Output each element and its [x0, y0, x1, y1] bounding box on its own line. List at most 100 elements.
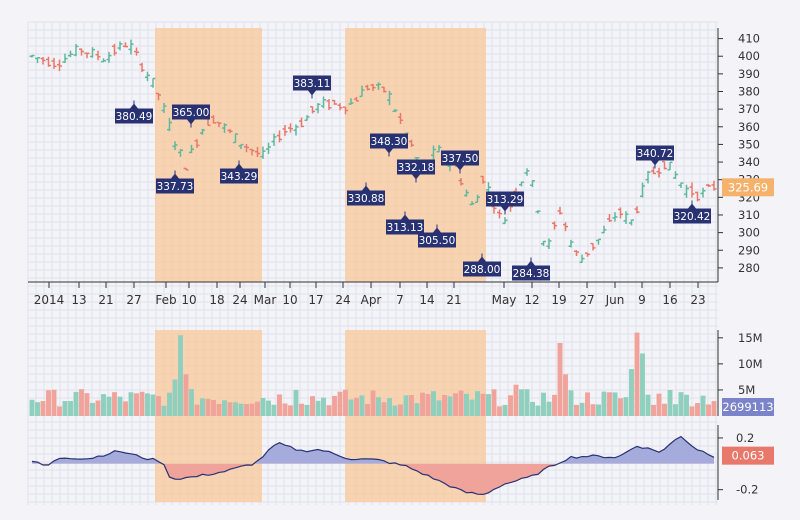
- annotation-box: [486, 191, 524, 207]
- volume-bar: [233, 402, 238, 416]
- volume-bar: [343, 389, 348, 416]
- volume-bar: [260, 397, 266, 416]
- volume-bar: [568, 390, 574, 416]
- annotation-label: 340.72: [637, 148, 674, 160]
- volume-bar: [678, 392, 684, 416]
- volume-bar: [123, 401, 128, 416]
- x-tick-label: 19: [551, 293, 566, 307]
- volume-bar: [662, 403, 667, 416]
- y-tick-label: 290: [738, 243, 760, 257]
- y-tick-label: 350: [738, 137, 760, 151]
- volume-bar: [222, 400, 227, 416]
- annotation-pointer: [527, 260, 535, 266]
- annotation-label: 320.42: [674, 211, 711, 223]
- axes: 2802903003103203303403503603703803904004…: [28, 28, 763, 500]
- volume-bar: [442, 394, 447, 416]
- x-tick-label: 21: [98, 293, 113, 307]
- volume-bar: [117, 396, 123, 416]
- volume-bar: [46, 390, 51, 416]
- volume-bar: [607, 392, 612, 416]
- volume-bar: [178, 335, 183, 416]
- indicator-line: [31, 435, 715, 496]
- x-tick-label: Mar: [254, 293, 277, 307]
- shaded-region: [155, 28, 262, 282]
- volume-bar: [304, 404, 310, 416]
- indicator-tick-label: 0.2: [736, 431, 754, 445]
- annotation-box: [386, 219, 424, 235]
- volume-bar: [403, 395, 409, 416]
- annotation-pointer: [433, 227, 441, 233]
- volume-bar: [585, 392, 590, 416]
- volume-bar: [458, 390, 464, 416]
- last-indicator-badge: 0.063: [732, 449, 765, 463]
- annotation-pointer: [130, 103, 138, 109]
- indicator-tick-label: -0.2: [736, 483, 758, 497]
- volume-bar: [128, 392, 134, 416]
- volume-bar: [167, 392, 172, 416]
- volume-bar: [183, 374, 189, 416]
- volume-bar: [310, 396, 315, 416]
- volume-bar: [134, 393, 139, 416]
- x-tick-label: 24: [232, 293, 247, 307]
- volume-bar: [689, 406, 695, 416]
- volume-tick-label: 5M: [738, 383, 755, 397]
- volume-bar: [332, 395, 337, 416]
- annotation-box: [418, 232, 456, 248]
- volume-bar: [563, 374, 568, 416]
- annotation-label: 330.88: [348, 193, 385, 205]
- x-tick-label: 2014: [34, 293, 65, 307]
- annotation-label: 348.30: [371, 136, 408, 148]
- annotation-pointer: [171, 173, 179, 179]
- volume-bar: [156, 396, 161, 416]
- volume-bar: [337, 391, 343, 416]
- annotation-box: [512, 265, 550, 281]
- volume-bar: [315, 400, 321, 416]
- volume-bar: [161, 405, 167, 416]
- volume-bar: [62, 401, 68, 416]
- volume-bar: [651, 404, 656, 416]
- volume-bar: [475, 391, 480, 416]
- x-tick-label: 9: [638, 293, 646, 307]
- x-tick-label: 24: [335, 293, 350, 307]
- annotation-box: [441, 150, 479, 166]
- volume-bar: [425, 393, 431, 416]
- annotation-pointer: [187, 119, 195, 125]
- volume-bar: [557, 343, 563, 416]
- annotation-pointer: [456, 165, 464, 171]
- volume-bar: [530, 401, 535, 416]
- y-tick-label: 370: [738, 102, 760, 116]
- annotation-pointer: [501, 206, 509, 212]
- volume-bar: [524, 389, 530, 416]
- volume-bar: [480, 393, 486, 416]
- volume-bar: [546, 401, 552, 416]
- volume-bar: [79, 389, 84, 416]
- volume-bar: [266, 400, 271, 416]
- volume-bar: [84, 393, 90, 416]
- annotation-box: [347, 190, 385, 206]
- volume-bar: [288, 405, 293, 416]
- volume-bar: [590, 404, 596, 416]
- annotation-box: [293, 75, 331, 91]
- volume-bar: [282, 403, 288, 416]
- volume-bar: [612, 392, 618, 416]
- volume-bar: [172, 379, 178, 416]
- x-tick-label: 27: [579, 293, 594, 307]
- volume-bar: [35, 402, 40, 416]
- volume-bar: [189, 389, 194, 416]
- annotation-label: 332.18: [398, 162, 435, 174]
- volume-bar: [409, 395, 414, 416]
- volume-bar: [700, 395, 706, 416]
- volume-bar: [656, 393, 662, 416]
- annotation-label: 343.29: [221, 171, 258, 183]
- x-tick-label: 23: [690, 293, 705, 307]
- volume-bar: [57, 406, 62, 416]
- y-tick-label: 400: [738, 49, 760, 63]
- volume-bar: [359, 395, 365, 416]
- volume-bar: [299, 403, 304, 416]
- volume-bar: [623, 397, 629, 416]
- volume-bar: [574, 404, 579, 416]
- annotation-label: 288.00: [464, 264, 501, 276]
- volume-bar: [211, 399, 216, 416]
